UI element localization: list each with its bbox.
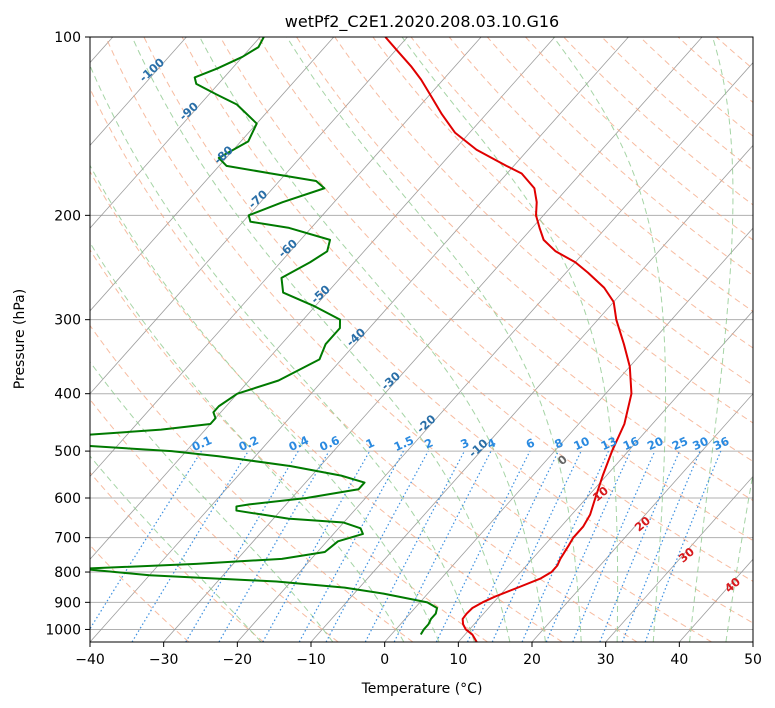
isotherm-line: [90, 37, 261, 229]
mixing-ratio-label: 13: [599, 434, 619, 453]
chart-title: wetPf2_C2E1.2020.208.03.10.G16: [285, 12, 559, 32]
y-tick-label: 900: [54, 595, 81, 611]
moist-adiabat-line: [286, 37, 582, 642]
dry-adiabat-line: [143, 37, 753, 624]
x-tick-label: −10: [296, 652, 326, 668]
x-tick-label: 0: [380, 652, 389, 668]
dry-adiabat-line: [257, 37, 753, 502]
mixing-ratio-line: [185, 450, 299, 642]
y-tick-label: 200: [54, 208, 81, 224]
x-tick-label: 10: [449, 652, 467, 668]
moist-adiabat-line: [199, 37, 546, 642]
mixing-ratio-line: [262, 450, 371, 642]
plot-frame: [89, 36, 754, 643]
dry-adiabat-line: [105, 37, 712, 642]
mixing-ratio-line: [435, 450, 531, 642]
dry-adiabat-line: [563, 37, 753, 206]
dry-adiabat-line: [90, 87, 638, 642]
y-tick-label: 700: [54, 531, 81, 547]
moist-adiabat-line: [90, 455, 262, 642]
dry-adiabat-line: [90, 249, 488, 642]
dry-adiabat-line: [372, 37, 753, 386]
mixing-ratio-line: [599, 450, 681, 642]
isotherm-line: [752, 641, 753, 642]
mixing-ratio-line: [491, 450, 582, 642]
isotherm-line: [237, 61, 753, 642]
isotherm-line: [163, 37, 703, 642]
isotherm-line: [384, 227, 753, 642]
mixing-ratio-label: 36: [711, 434, 731, 453]
isotherm-line: [605, 475, 753, 642]
dry-adiabat-line: [486, 37, 753, 277]
moist-adiabat-line: [90, 64, 475, 642]
dry-adiabat-line: [90, 170, 563, 642]
series-layer: [90, 37, 633, 642]
y-tick-label: 100: [54, 30, 81, 46]
mixing-ratio-line: [521, 450, 610, 642]
moist-adiabat-line: [131, 37, 511, 642]
x-tick-label: 20: [523, 652, 541, 668]
mixing-ratio-label: 30: [690, 434, 710, 453]
dry-adiabat-line: [410, 37, 753, 349]
y-tick-label: 500: [54, 444, 81, 460]
y-tick-label: 1000: [45, 622, 81, 638]
y-tick-label: 400: [54, 387, 81, 403]
x-axis-label: Temperature (°C): [361, 681, 483, 697]
moist-adiabat-line: [90, 241, 405, 642]
y-tick-label: 600: [54, 491, 81, 507]
dry-adiabat-line: [181, 37, 753, 582]
isotherm-line: [90, 37, 556, 560]
mixing-ratio-label: 16: [621, 434, 641, 453]
isotherm-line: [90, 37, 187, 146]
isotherm-line: [310, 144, 753, 642]
y-axis-label: Pressure (hPa): [12, 289, 28, 389]
background-lines: [90, 37, 775, 642]
x-tick-label: 40: [670, 652, 688, 668]
isotherm-line: [90, 37, 482, 478]
grid-layer: [90, 37, 753, 642]
isotherm-line: [90, 37, 408, 395]
mixing-ratio-line: [90, 450, 202, 630]
mixing-ratio-line: [572, 450, 656, 642]
ticks-layer: −40 −30 −20 −10 0 10 20 30 40 50 100 200 300 400 500 60…: [45, 30, 762, 668]
mixing-ratio-label: 10: [571, 434, 591, 453]
dry-adiabat-line: [754, 37, 775, 642]
x-tick-label: 50: [744, 652, 762, 668]
mixing-ratio-label: 25: [670, 434, 690, 453]
moist-adiabat-line: [552, 37, 667, 642]
x-tick-label: −20: [223, 652, 253, 668]
dry-adiabat-line: [219, 37, 753, 542]
y-tick-label: 300: [54, 313, 81, 329]
mixing-ratio-line: [298, 450, 404, 642]
x-tick-label: 30: [597, 652, 615, 668]
moist-adiabat-line: [90, 361, 334, 642]
dry-adiabat-line: [525, 37, 753, 241]
mixing-ratio-line: [218, 450, 330, 642]
moist-adiabat-line: [401, 37, 619, 642]
dry-adiabat-line: [90, 398, 339, 642]
dry-adiabat-line: [90, 324, 414, 642]
x-tick-label: −40: [75, 652, 105, 668]
mixing-ratio-line: [466, 450, 559, 642]
isotherm-line: [90, 37, 629, 642]
moist-adiabat-line: [725, 470, 753, 642]
dry-adiabat-line: [296, 37, 753, 462]
moist-adiabat-line: [689, 37, 734, 642]
isotherm-line: [458, 310, 753, 642]
isotherm-line: [531, 393, 753, 642]
dewpoint-profile-line: [90, 37, 439, 636]
mixing-ratio-line: [325, 450, 429, 642]
isotherm-line: [90, 37, 335, 312]
x-tick-label: −30: [149, 652, 179, 668]
mixing-ratio-label: 20: [645, 434, 665, 453]
mixing-ratio-line: [131, 450, 249, 642]
y-tick-label: 800: [54, 565, 81, 581]
temperature-profile-line: [384, 37, 633, 642]
